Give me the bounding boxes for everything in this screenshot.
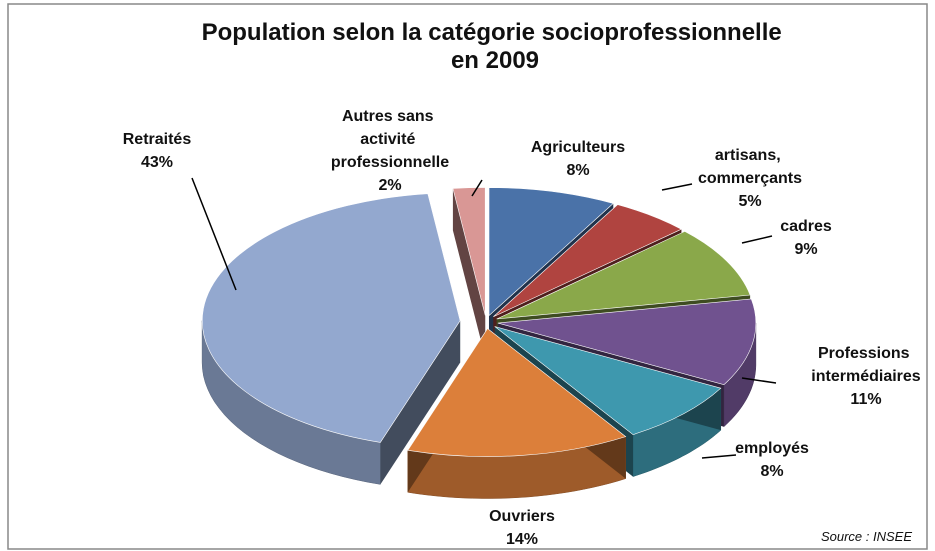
slice-label: Retraités	[123, 131, 192, 148]
leader-line	[661, 183, 693, 191]
leader-line	[701, 454, 737, 459]
slice-value-label: 43%	[141, 154, 173, 171]
slice-label: cadres	[780, 218, 832, 235]
leader-line	[191, 177, 237, 291]
pie-slice	[201, 193, 461, 443]
pie-slice	[488, 187, 614, 317]
pie-slice	[497, 298, 757, 386]
pie-tops	[201, 187, 757, 457]
slice-label: employés	[735, 440, 809, 457]
slice-label: Autres sans activité professionnelle	[331, 108, 449, 171]
slice-label: Professions intermédiaires	[811, 345, 920, 385]
slice-cut	[452, 188, 486, 358]
slice-value-label: 8%	[760, 463, 783, 480]
slice-value-label: 5%	[738, 193, 761, 210]
source: Source : INSEE	[821, 529, 912, 544]
slice-label: Agriculteurs	[531, 139, 625, 156]
pie-slice	[407, 328, 627, 457]
pie-slice	[493, 204, 683, 318]
leader-line	[471, 179, 483, 197]
slice-value-label: 8%	[566, 162, 589, 179]
pie-slice	[452, 187, 486, 316]
pie-slice	[494, 326, 722, 435]
slice-label: Ouvriers	[489, 508, 555, 525]
slice-label: artisans, commerçants	[698, 147, 802, 187]
chart-title: Population selon la catégorie socioprofe…	[202, 19, 789, 74]
slice-value-label: 2%	[378, 177, 401, 194]
slice-cut	[380, 320, 461, 485]
leader-line	[741, 235, 773, 244]
slice-value-label: 9%	[794, 241, 817, 258]
pie-slice	[496, 231, 751, 320]
slice-value-label: 11%	[850, 391, 881, 408]
leader-line	[741, 377, 777, 384]
slice-value-label: 14%	[506, 531, 538, 548]
